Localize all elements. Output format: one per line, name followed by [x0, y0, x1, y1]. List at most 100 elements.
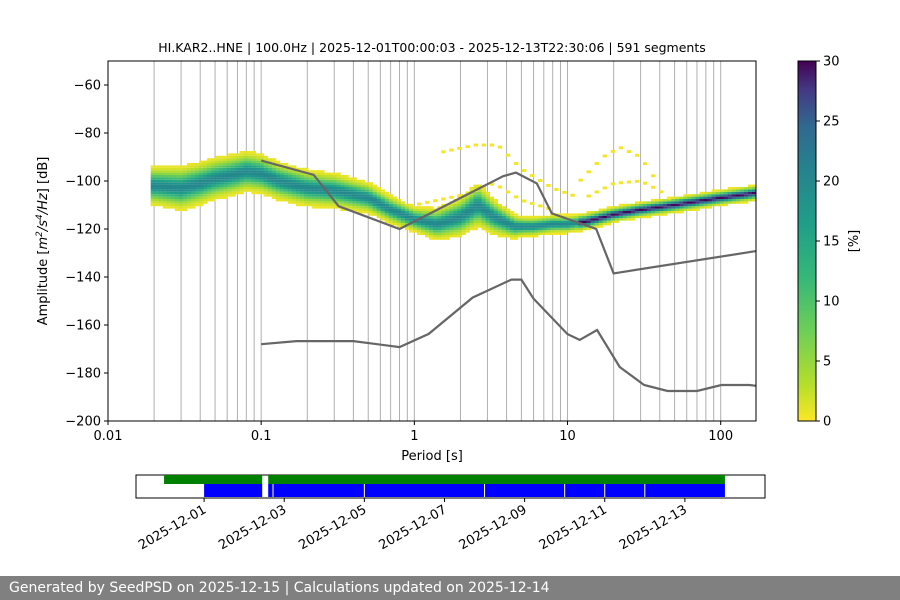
pdf-cell: [291, 170, 297, 173]
pdf-cell: [489, 206, 495, 209]
pdf-cell: [207, 187, 212, 190]
pdf-cell: [566, 223, 571, 226]
pdf-cell: [417, 206, 422, 209]
pdf-cell: [477, 213, 482, 216]
pdf-cell: [191, 184, 196, 187]
pdf-cell: [667, 196, 672, 200]
pdf-cell: [247, 153, 252, 156]
pdf-cell: [751, 194, 757, 197]
pdf-cell: [255, 165, 261, 168]
pdf-cell: [598, 225, 604, 228]
pdf-cell: [243, 175, 248, 178]
pdf-cell: [412, 213, 418, 216]
pdf-cell: [203, 184, 208, 187]
pdf-cell: [255, 175, 261, 178]
pdf-cell: [727, 187, 733, 190]
pdf-cell: [570, 223, 575, 226]
pdf-cell: [364, 206, 370, 209]
pdf-cell: [534, 215, 539, 219]
pdf-cell: [316, 199, 321, 202]
pdf-cell: [530, 174, 535, 177]
pdf-cell: [247, 163, 252, 166]
pdf-cell: [453, 232, 458, 235]
pdf-cell: [154, 167, 160, 171]
pdf-cell: [683, 208, 688, 211]
pdf-cell: [554, 220, 559, 223]
pdf-cell: [457, 227, 462, 231]
pdf-cell: [376, 189, 382, 192]
pdf-cell: [267, 184, 273, 187]
pdf-cell: [162, 177, 168, 180]
colorbar-label: [%]: [847, 230, 862, 253]
pdf-cell: [158, 172, 164, 175]
pdf-cell: [400, 203, 406, 207]
pdf-cell: [162, 184, 168, 187]
y-tick-label: −200: [65, 415, 101, 430]
pdf-cell: [223, 175, 228, 178]
pdf-cell: [154, 165, 160, 168]
pdf-cell: [461, 225, 466, 228]
pdf-cell: [457, 208, 462, 211]
pdf-cell: [408, 218, 414, 221]
pdf-cell: [469, 208, 474, 211]
pdf-cell: [618, 146, 624, 150]
pdf-cell: [630, 218, 636, 221]
pdf-cell: [287, 165, 293, 168]
pdf-cell: [667, 208, 672, 211]
pdf-cell: [485, 194, 491, 197]
pdf-cell: [602, 213, 608, 216]
pdf-cell: [191, 203, 196, 207]
pdf-cell: [304, 194, 309, 197]
pdf-cell: [348, 203, 353, 207]
pdf-cell: [715, 189, 721, 192]
pdf-cell: [509, 227, 515, 231]
pdf-cell: [304, 170, 309, 173]
pdf-cell: [215, 158, 220, 161]
pdf-cell: [203, 163, 208, 166]
pdf-cell: [166, 191, 172, 195]
pdf-cell: [150, 182, 156, 185]
pdf-cell: [501, 218, 507, 221]
pdf-cell: [158, 165, 164, 168]
pdf-cell: [215, 191, 220, 195]
pdf-cell: [291, 177, 297, 180]
pdf-cell: [473, 225, 478, 228]
pdf-cell: [626, 208, 632, 211]
pdf-cell: [170, 172, 176, 175]
pdf-cell: [566, 215, 571, 219]
pdf-cell: [425, 218, 430, 221]
pdf-cell: [195, 170, 200, 173]
pdf-cell: [626, 150, 632, 153]
pdf-cell: [606, 213, 612, 216]
pdf-cell: [291, 172, 297, 175]
pdf-cell: [606, 215, 612, 219]
pdf-cell: [735, 189, 741, 192]
pdf-cell: [408, 211, 414, 214]
pdf-cell: [638, 206, 644, 209]
pdf-cell: [687, 194, 692, 197]
pdf-cell: [154, 184, 160, 187]
pdf-cell: [715, 203, 721, 207]
pdf-cell: [453, 203, 458, 207]
pdf-cell: [295, 177, 301, 180]
pdf-cell: [679, 196, 684, 199]
pdf-cell: [251, 167, 257, 171]
pdf-cell: [525, 225, 531, 228]
pdf-cell: [207, 170, 212, 173]
pdf-cell: [380, 213, 386, 216]
pdf-cell: [295, 172, 301, 175]
pdf-cell: [655, 201, 660, 204]
pdf-cell: [356, 201, 361, 204]
pdf-cell: [158, 182, 164, 185]
pdf-cell: [525, 215, 531, 219]
pdf-cell: [271, 179, 277, 183]
pdf-cell: [594, 190, 600, 194]
pdf-cell: [509, 235, 515, 238]
pdf-cell: [400, 211, 406, 214]
plot-frame: [107, 60, 757, 422]
pdf-cell: [396, 215, 402, 219]
pdf-cell: [477, 189, 482, 192]
pdf-cell: [154, 172, 160, 175]
pdf-cell: [521, 220, 527, 223]
pdf-cell: [166, 189, 172, 192]
